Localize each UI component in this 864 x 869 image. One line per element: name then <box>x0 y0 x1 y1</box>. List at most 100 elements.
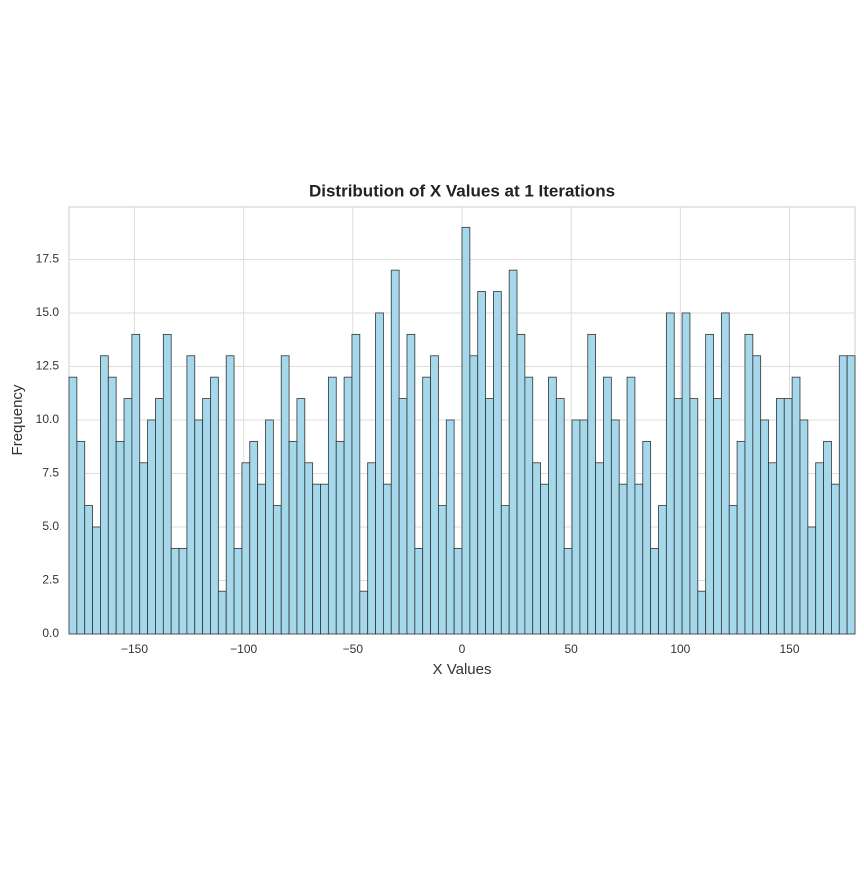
bar <box>414 547 424 635</box>
bar <box>249 440 259 635</box>
bar <box>658 505 667 635</box>
bar <box>642 440 652 635</box>
y-tick-label: 5.0 <box>42 519 59 533</box>
bar <box>508 269 518 635</box>
bar <box>603 376 612 635</box>
bar <box>815 462 824 635</box>
bar <box>524 376 534 635</box>
bar <box>272 505 282 635</box>
bar <box>178 547 188 635</box>
chart-title: Distribution of X Values at 1 Iterations <box>309 181 615 200</box>
bar <box>398 398 408 635</box>
bar <box>705 333 714 635</box>
bar <box>100 355 109 635</box>
bar <box>170 547 180 635</box>
bar <box>210 376 219 635</box>
bar <box>807 526 817 635</box>
x-axis-label: X Values <box>433 661 492 678</box>
bar <box>139 462 149 635</box>
bar <box>225 355 235 635</box>
bar <box>390 269 400 635</box>
bar <box>280 355 290 635</box>
bar <box>697 590 707 635</box>
bar <box>123 398 133 635</box>
y-tick-label: 15.0 <box>36 305 60 319</box>
bar <box>359 590 369 635</box>
bar <box>375 312 384 635</box>
bar <box>626 376 636 635</box>
bar <box>367 462 376 635</box>
bar <box>579 419 589 635</box>
bar <box>335 440 345 635</box>
bar <box>477 291 486 635</box>
y-tick-label: 10.0 <box>36 412 60 426</box>
bar <box>107 376 117 635</box>
bar <box>343 376 353 635</box>
y-tick-label: 17.5 <box>36 252 60 266</box>
bar <box>610 419 620 635</box>
bar <box>516 333 526 635</box>
x-tick-label: −150 <box>121 642 148 656</box>
bar <box>846 355 856 635</box>
bar <box>760 419 769 635</box>
bar <box>155 398 164 635</box>
bar <box>500 505 510 635</box>
bar <box>320 483 329 635</box>
x-tick-label: 100 <box>670 642 690 656</box>
bar <box>147 419 156 635</box>
x-tick-label: 50 <box>564 642 578 656</box>
bar <box>194 419 204 635</box>
bar <box>84 505 93 635</box>
bar <box>131 333 141 635</box>
bar <box>257 483 266 635</box>
bar <box>618 483 628 635</box>
bar <box>241 462 251 635</box>
bar <box>202 398 211 635</box>
x-tick-label: 0 <box>459 642 466 656</box>
x-tick-label: −100 <box>230 642 257 656</box>
bar <box>563 547 573 635</box>
x-tick-label: −50 <box>343 642 364 656</box>
bar <box>68 376 78 635</box>
bar <box>720 312 730 635</box>
bar <box>288 440 298 635</box>
bar <box>493 291 502 635</box>
bar <box>555 398 565 635</box>
bar <box>634 483 644 635</box>
bar <box>736 440 746 635</box>
bar <box>469 355 479 635</box>
y-axis-label: Frequency <box>9 384 26 455</box>
bar <box>115 440 125 635</box>
bar <box>823 440 832 635</box>
bar <box>445 419 455 635</box>
y-tick-label: 7.5 <box>42 466 59 480</box>
bar <box>186 355 196 635</box>
bar <box>752 355 762 635</box>
bar <box>681 312 691 635</box>
bar <box>76 440 86 635</box>
bar <box>382 483 392 635</box>
bar <box>650 547 659 635</box>
bar <box>728 505 738 635</box>
y-tick-label: 0.0 <box>42 626 59 640</box>
y-tick-label: 12.5 <box>36 359 60 373</box>
bar <box>233 547 243 635</box>
bar <box>430 355 439 635</box>
x-tick-label: 150 <box>779 642 799 656</box>
bar <box>799 419 809 635</box>
bar <box>665 312 675 635</box>
bar <box>548 376 557 635</box>
bar <box>438 505 447 635</box>
bar <box>571 419 581 635</box>
bar <box>296 398 306 635</box>
bar <box>713 398 722 635</box>
bar <box>406 333 416 635</box>
bar <box>453 547 463 635</box>
bar <box>312 483 321 635</box>
bar <box>587 333 597 635</box>
bar <box>92 526 101 635</box>
bar <box>217 590 227 635</box>
bar <box>838 355 848 635</box>
